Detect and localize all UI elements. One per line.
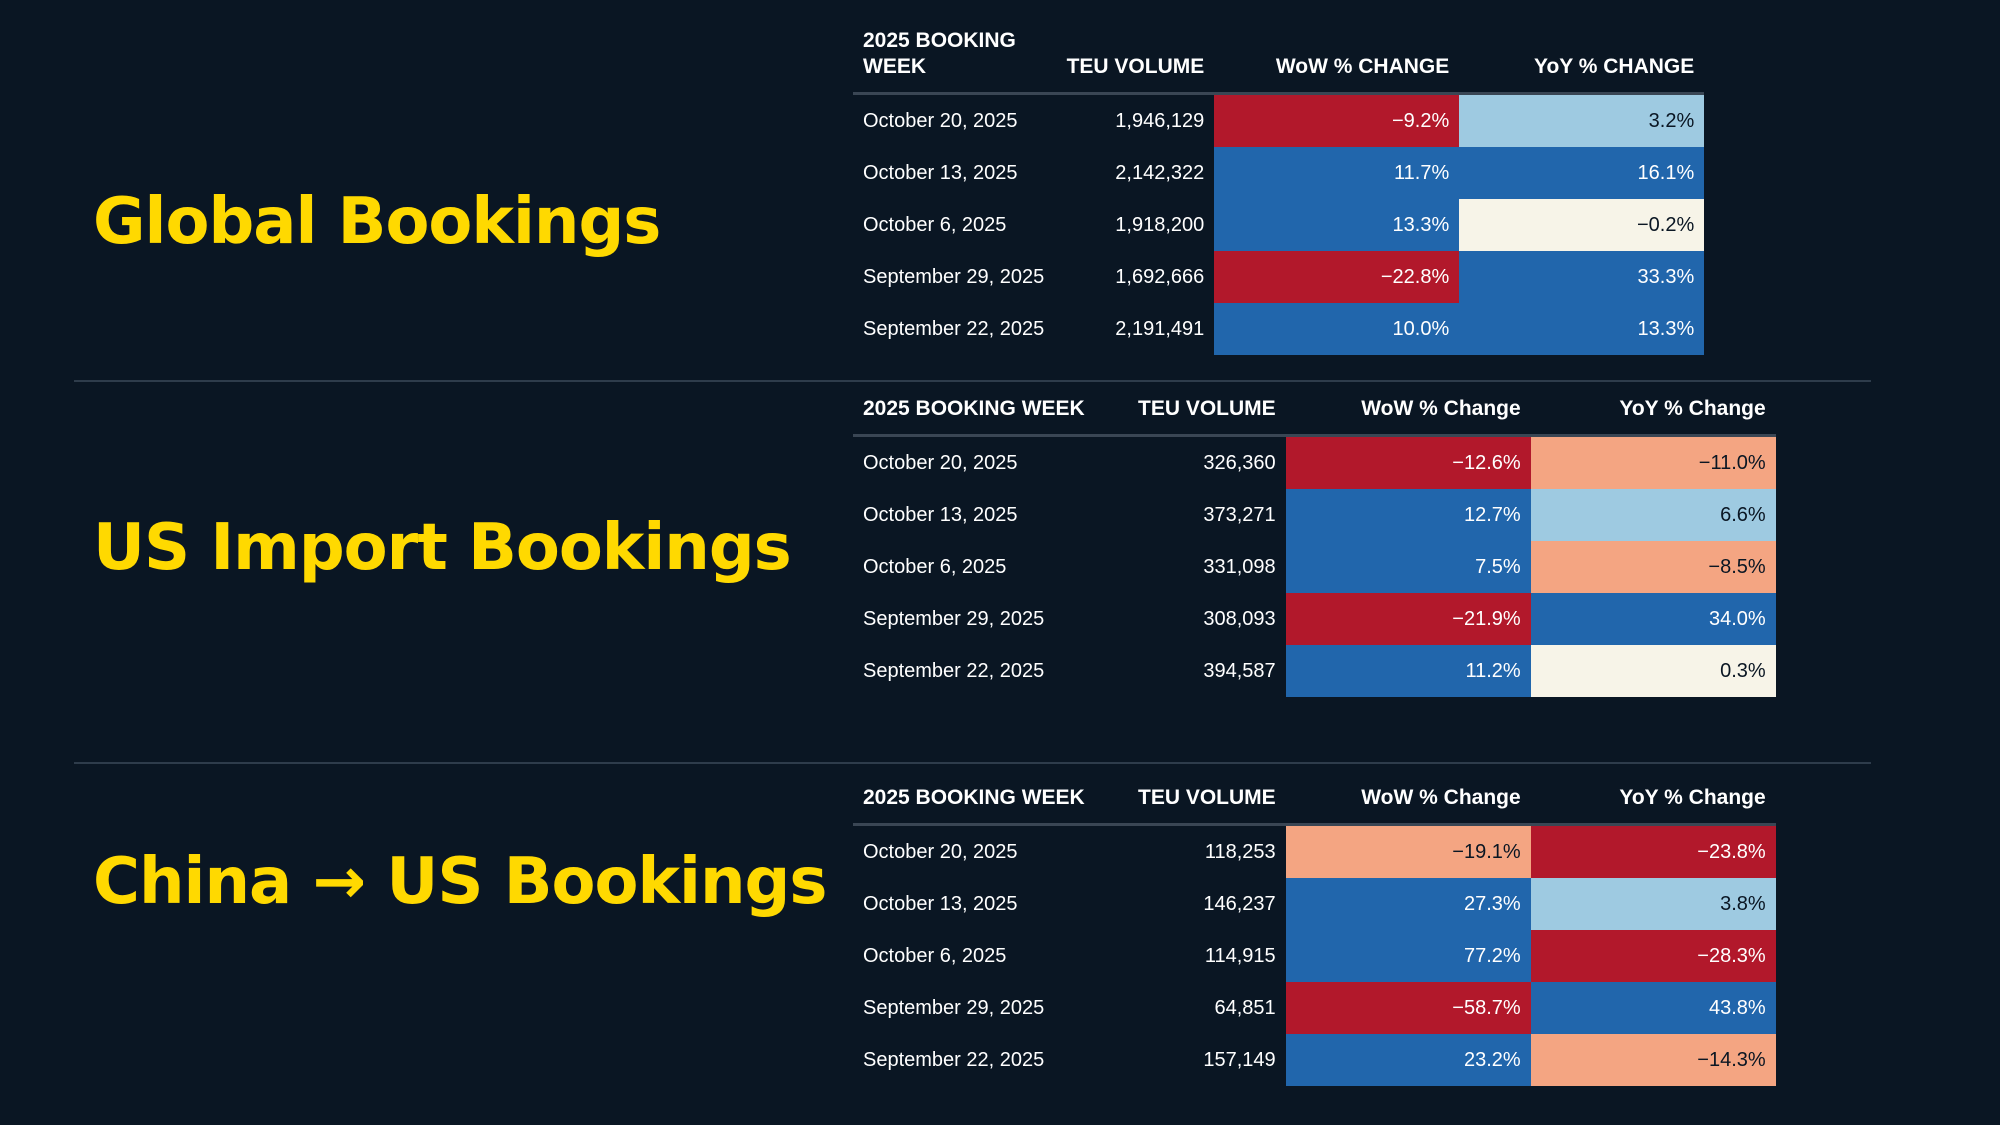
- cell-teu: 2,142,322: [1115, 161, 1205, 184]
- cell-teu: 308,093: [1203, 607, 1276, 630]
- cell-teu: 326,360: [1203, 451, 1276, 474]
- table-row: October 6, 2025 1,918,200 13.3% −0.2%: [853, 199, 1705, 251]
- cell-yoy: 13.3%: [1459, 303, 1705, 355]
- cell-week: October 13, 2025: [863, 161, 1018, 184]
- section-title-global: Global Bookings: [93, 185, 661, 259]
- table-row: September 29, 2025 308,093 −21.9% 34.0%: [853, 593, 1776, 645]
- table-row: September 29, 2025 1,692,666 −22.8% 33.3…: [853, 251, 1705, 303]
- header-week: 2025 BOOKING WEEK: [853, 396, 1128, 437]
- table-row: October 20, 2025 1,946,129 −9.2% 3.2%: [853, 93, 1705, 147]
- header-yoy: YoY % Change: [1530, 396, 1776, 437]
- header-teu: TEU VOLUME: [1128, 785, 1286, 826]
- cell-teu: 114,915: [1204, 944, 1276, 967]
- table-header-row: 2025 BOOKING WEEK TEU VOLUME WoW % Chang…: [853, 396, 1776, 437]
- cell-wow: −12.6%: [1285, 435, 1531, 489]
- cell-yoy: 16.1%: [1459, 147, 1705, 199]
- table-row: September 22, 2025 394,587 11.2% 0.3%: [853, 645, 1776, 697]
- cell-yoy: −0.2%: [1459, 199, 1705, 251]
- cell-teu: 331,098: [1203, 555, 1276, 578]
- cell-wow: 23.2%: [1285, 1034, 1531, 1086]
- cell-yoy: 0.3%: [1530, 645, 1776, 697]
- cell-wow: −19.1%: [1285, 824, 1531, 878]
- cell-yoy: 3.8%: [1530, 878, 1776, 930]
- table-row: October 13, 2025 373,271 12.7% 6.6%: [853, 489, 1776, 541]
- cell-yoy: −14.3%: [1530, 1034, 1776, 1086]
- cell-yoy: −8.5%: [1530, 541, 1776, 593]
- cell-yoy: 3.2%: [1459, 93, 1705, 147]
- cell-teu: 146,237: [1203, 892, 1276, 915]
- cell-week: October 6, 2025: [863, 555, 1007, 578]
- header-teu: TEU VOLUME: [1054, 28, 1215, 95]
- cell-week: September 29, 2025: [863, 996, 1045, 1019]
- cell-wow: 12.7%: [1285, 489, 1531, 541]
- cell-week: October 20, 2025: [863, 840, 1018, 863]
- table-header-row: 2025 BOOKING WEEK TEU VOLUME WoW % Chang…: [853, 785, 1776, 826]
- header-wow: WoW % Change: [1285, 785, 1531, 826]
- cell-wow: 11.7%: [1214, 147, 1460, 199]
- cell-week: October 13, 2025: [863, 503, 1018, 526]
- table-row: October 6, 2025 114,915 77.2% −28.3%: [853, 930, 1776, 982]
- cell-wow: −9.2%: [1214, 93, 1460, 147]
- table-row: October 13, 2025 146,237 27.3% 3.8%: [853, 878, 1776, 930]
- cell-teu: 1,692,666: [1115, 265, 1205, 288]
- cell-wow: −22.8%: [1214, 251, 1460, 303]
- cell-wow: 10.0%: [1214, 303, 1460, 355]
- table-header-row: 2025 BOOKING WEEK TEU VOLUME WoW % CHANG…: [853, 28, 1705, 95]
- section-title-china-us: China → US Bookings: [93, 845, 827, 919]
- cell-yoy: 43.8%: [1530, 982, 1776, 1034]
- cell-wow: 77.2%: [1285, 930, 1531, 982]
- cell-teu: 1,918,200: [1115, 213, 1205, 236]
- cell-week: September 29, 2025: [863, 265, 1045, 288]
- header-yoy: YoY % Change: [1530, 785, 1776, 826]
- header-yoy: YoY % CHANGE: [1459, 28, 1705, 95]
- header-teu: TEU VOLUME: [1128, 396, 1286, 437]
- cell-teu: 118,253: [1204, 840, 1276, 863]
- cell-yoy: 34.0%: [1530, 593, 1776, 645]
- section-divider: [74, 380, 1871, 382]
- header-week: 2025 BOOKING WEEK: [853, 785, 1128, 826]
- cell-week: October 20, 2025: [863, 109, 1018, 132]
- cell-yoy: 6.6%: [1530, 489, 1776, 541]
- table-row: October 20, 2025 326,360 −12.6% −11.0%: [853, 435, 1776, 489]
- cell-week: October 13, 2025: [863, 892, 1018, 915]
- header-wow: WoW % CHANGE: [1214, 28, 1460, 95]
- cell-wow: 11.2%: [1285, 645, 1531, 697]
- cell-week: October 20, 2025: [863, 451, 1018, 474]
- section-title-us-import: US Import Bookings: [93, 511, 792, 585]
- cell-wow: 13.3%: [1214, 199, 1460, 251]
- table-row: October 20, 2025 118,253 −19.1% −23.8%: [853, 824, 1776, 878]
- cell-teu: 1,946,129: [1115, 109, 1205, 132]
- table-row: October 13, 2025 2,142,322 11.7% 16.1%: [853, 147, 1705, 199]
- cell-yoy: −28.3%: [1530, 930, 1776, 982]
- table-row: September 22, 2025 157,149 23.2% −14.3%: [853, 1034, 1776, 1086]
- cell-wow: 7.5%: [1285, 541, 1531, 593]
- cell-wow: −21.9%: [1285, 593, 1531, 645]
- global-bookings-table: 2025 BOOKING WEEK TEU VOLUME WoW % CHANG…: [853, 28, 1705, 355]
- header-week: 2025 BOOKING WEEK: [853, 28, 1055, 95]
- cell-teu: 373,271: [1203, 503, 1276, 526]
- cell-week: September 22, 2025: [863, 659, 1045, 682]
- china-us-bookings-table: 2025 BOOKING WEEK TEU VOLUME WoW % Chang…: [853, 785, 1776, 1086]
- cell-teu: 394,587: [1203, 659, 1276, 682]
- header-wow: WoW % Change: [1285, 396, 1531, 437]
- cell-teu: 157,149: [1203, 1048, 1276, 1071]
- us-import-bookings-table: 2025 BOOKING WEEK TEU VOLUME WoW % Chang…: [853, 396, 1776, 697]
- cell-teu: 2,191,491: [1115, 317, 1205, 340]
- cell-yoy: −23.8%: [1530, 824, 1776, 878]
- cell-week: September 22, 2025: [863, 1048, 1045, 1071]
- table-row: September 22, 2025 2,191,491 10.0% 13.3%: [853, 303, 1705, 355]
- table-row: October 6, 2025 331,098 7.5% −8.5%: [853, 541, 1776, 593]
- cell-week: October 6, 2025: [863, 944, 1007, 967]
- cell-teu: 64,851: [1214, 996, 1276, 1019]
- cell-wow: −58.7%: [1285, 982, 1531, 1034]
- cell-week: September 22, 2025: [863, 317, 1045, 340]
- section-divider: [74, 762, 1871, 764]
- cell-week: September 29, 2025: [863, 607, 1045, 630]
- cell-yoy: −11.0%: [1530, 435, 1776, 489]
- cell-wow: 27.3%: [1285, 878, 1531, 930]
- table-row: September 29, 2025 64,851 −58.7% 43.8%: [853, 982, 1776, 1034]
- cell-yoy: 33.3%: [1459, 251, 1705, 303]
- cell-week: October 6, 2025: [863, 213, 1007, 236]
